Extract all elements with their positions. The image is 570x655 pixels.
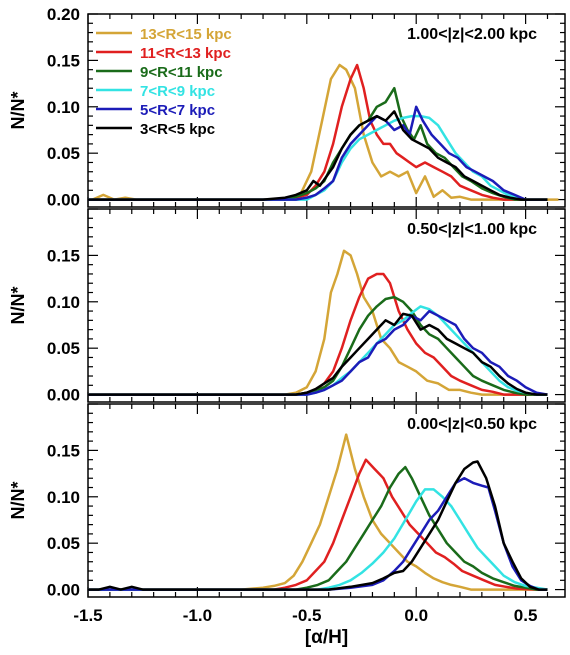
x-tick-label: 0.5 (514, 606, 538, 625)
series-line (88, 309, 548, 396)
y-axis-label: N/N* (8, 481, 28, 519)
x-tick-label: -0.5 (292, 606, 321, 625)
plot-frame (87, 13, 566, 208)
legend: 13<R<15 kpc 11<R<13 kpc 9<R<11 kpc 7<R<9 kp… (96, 26, 232, 138)
legend-label: 9<R<11 kpc (140, 64, 223, 81)
y-tick-label: 0.05 (47, 144, 80, 163)
panel-title: 0.00<|z|<0.50 kpc (407, 416, 537, 433)
series-line (88, 488, 548, 591)
series-line (88, 110, 548, 201)
panel-2: 0.00 0.05 0.10 0.15 N/N* 0.50<|z|<1.00 kpc (8, 208, 566, 405)
panel-3: 0.00 0.05 0.10 0.15 N/N* 0.00<|z|<0.50 kpc -1.… (8, 403, 566, 648)
y-tick-label: 0.05 (47, 534, 80, 553)
series-line (88, 295, 548, 396)
legend-label: 11<R<13 kpc (140, 45, 231, 62)
y-tick-label: 0.00 (47, 581, 80, 600)
y-axis-label: N/N* (8, 286, 28, 324)
panel-title: 1.00<|z|<2.00 kpc (407, 26, 537, 43)
x-tick-label: 0.0 (404, 606, 428, 625)
x-tick-label: -1.0 (183, 606, 212, 625)
legend-label: 13<R<15 kpc (140, 26, 232, 43)
legend-label: 7<R<9 kpc (140, 83, 215, 100)
x-axis-label: [α/H] (305, 627, 348, 648)
y-tick-label: 0.05 (47, 339, 80, 358)
plot-frame (87, 208, 566, 403)
panel-title: 0.50<|z|<1.00 kpc (407, 221, 537, 238)
y-tick-label: 0.15 (47, 51, 80, 70)
series-line (88, 476, 548, 591)
y-tick-label: 0.10 (47, 488, 80, 507)
plot-frame (87, 403, 566, 598)
x-tick-label: -1.5 (73, 606, 102, 625)
y-tick-label: 0.00 (47, 386, 80, 405)
panel-1: 0.00 0.05 0.10 0.15 0.20 N/N* 1.00<|z|<2.00 kp… (8, 5, 566, 210)
series-line (88, 249, 548, 396)
series-line (88, 312, 548, 396)
series-line (88, 460, 548, 591)
y-tick-label: 0.20 (47, 5, 80, 24)
y-tick-label: 0.10 (47, 98, 80, 117)
y-tick-label: 0.10 (47, 293, 80, 312)
y-tick-label: 0.15 (47, 246, 80, 265)
series-line (88, 433, 548, 591)
legend-label: 3<R<5 kpc (140, 121, 215, 138)
y-axis-label: N/N* (8, 91, 28, 129)
series-line (88, 272, 548, 396)
legend-label: 5<R<7 kpc (140, 102, 215, 119)
y-tick-label: 0.00 (47, 191, 80, 210)
y-tick-label: 0.15 (47, 441, 80, 460)
